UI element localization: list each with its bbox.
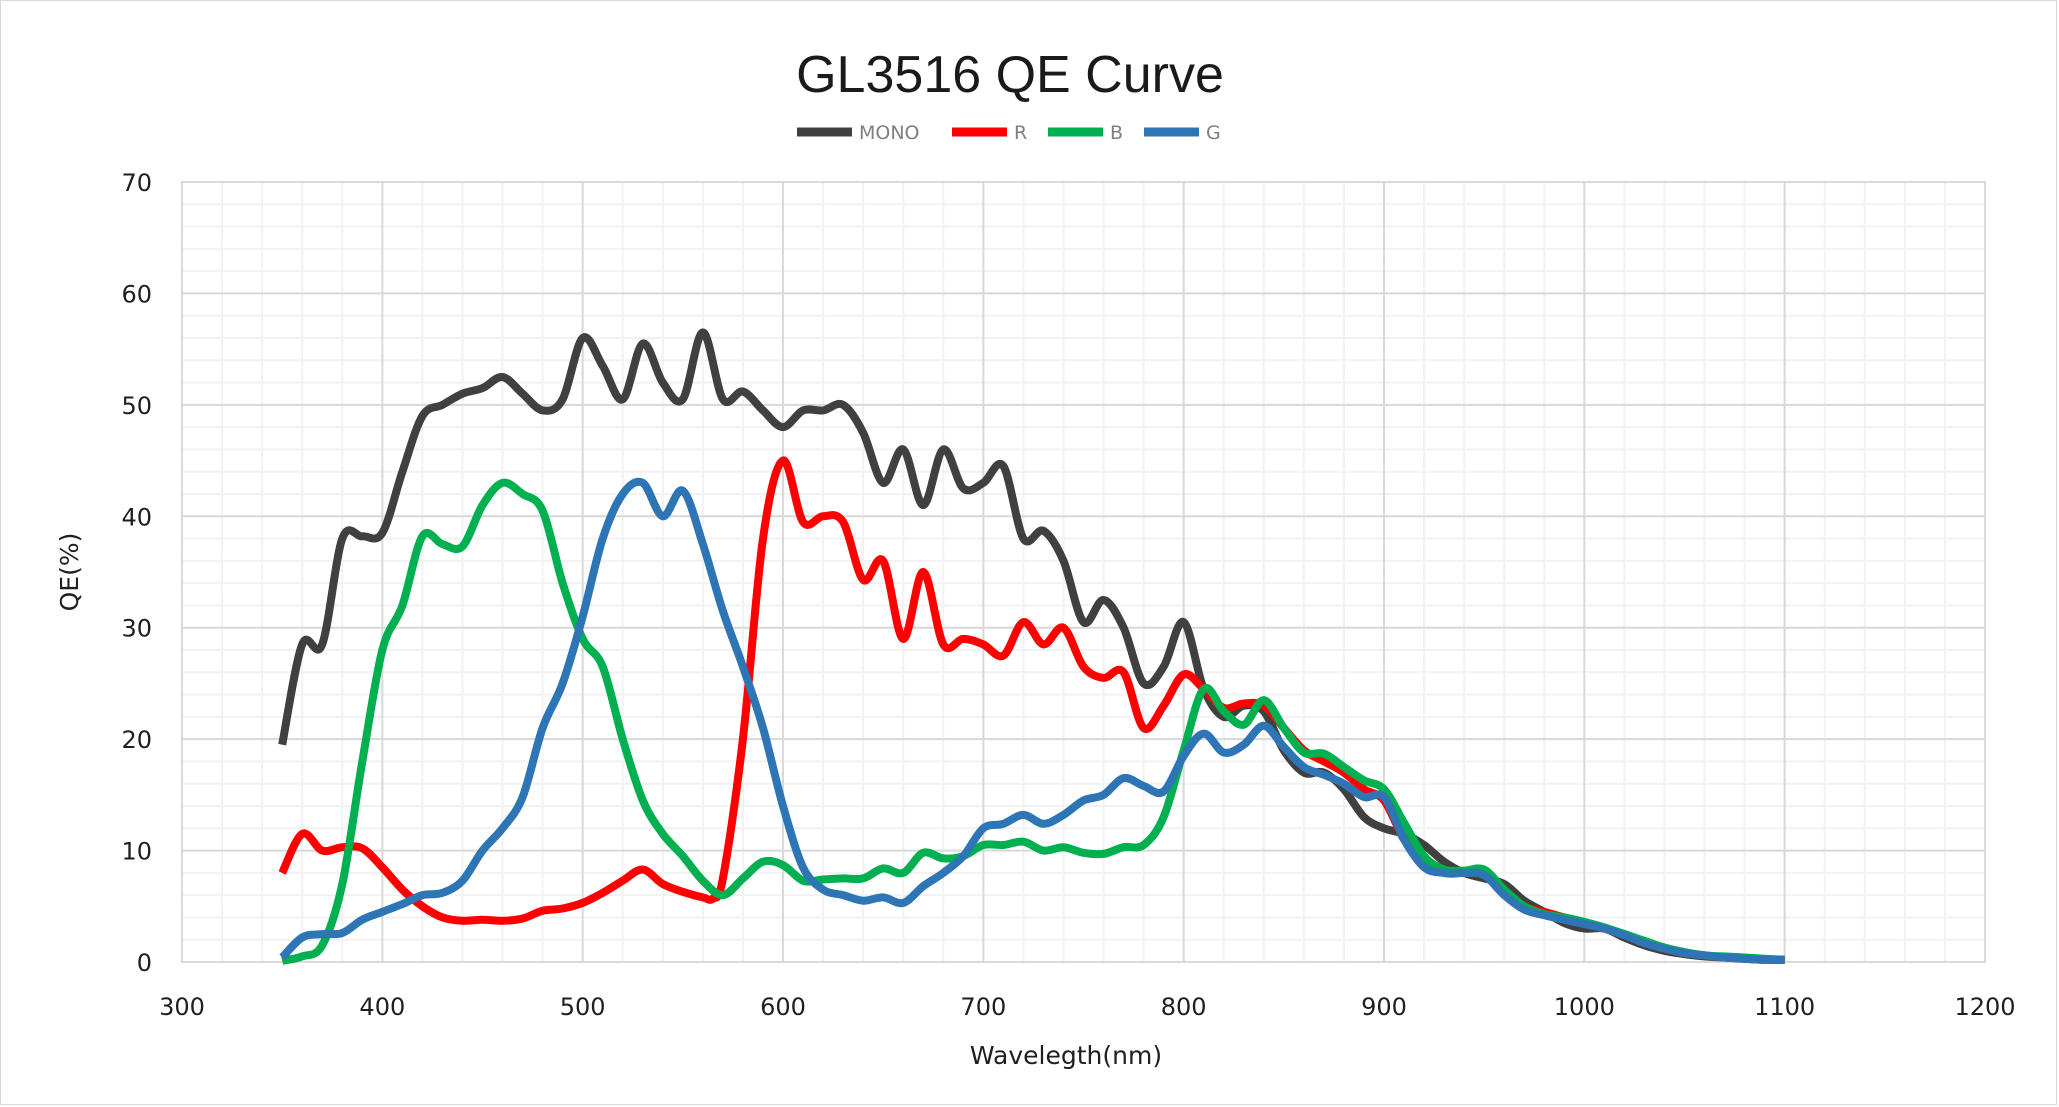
series-line-g: [279, 477, 1785, 964]
x-tick-label: 1100: [1754, 993, 1815, 1021]
x-tick-label: 300: [159, 993, 205, 1021]
legend-item-mono[interactable]: MONO: [797, 122, 920, 144]
x-tick-label: 700: [960, 993, 1006, 1021]
legend-label: R: [1014, 122, 1027, 144]
x-tick-label: 800: [1161, 993, 1207, 1021]
y-tick-label: 20: [121, 726, 152, 754]
chart-title: GL3516 QE Curve: [796, 46, 1224, 104]
x-axis-title: Wavelegth(nm): [970, 1041, 1162, 1070]
plot-area-border: [181, 181, 1986, 963]
legend: MONO R B G: [797, 122, 1221, 144]
y-tick-label: 60: [121, 280, 152, 308]
y-tick-label: 50: [121, 392, 152, 420]
legend-item-g[interactable]: G: [1144, 122, 1221, 144]
major-gridlines: [181, 181, 1986, 963]
series-layer: [278, 328, 1785, 965]
series-line-b: [281, 478, 1785, 965]
y-tick-label: 10: [121, 838, 152, 866]
legend-item-r[interactable]: R: [952, 122, 1027, 144]
y-tick-label: 40: [121, 503, 152, 531]
minor-gridlines: [181, 181, 1986, 963]
legend-item-b[interactable]: B: [1048, 122, 1123, 144]
y-tick-labels: 0 10 20 30 40 50 60 70: [121, 169, 152, 977]
x-tick-label: 500: [560, 993, 606, 1021]
legend-label: G: [1206, 122, 1221, 144]
y-tick-label: 30: [121, 615, 152, 643]
y-axis-title: QE(%): [55, 533, 84, 612]
x-tick-label: 1200: [1954, 993, 2015, 1021]
x-tick-label: 400: [359, 993, 405, 1021]
x-tick-label: 900: [1361, 993, 1407, 1021]
y-tick-label: 0: [137, 949, 152, 977]
y-tick-label: 70: [121, 169, 152, 197]
legend-label: MONO: [859, 122, 920, 144]
x-tick-label: 600: [760, 993, 806, 1021]
series-line-mono: [278, 328, 1785, 964]
legend-label: B: [1110, 122, 1123, 144]
x-tick-label: 1000: [1554, 993, 1615, 1021]
x-tick-labels: 300 400 500 600 700 800 900 1000 1100 1200: [159, 993, 2015, 1021]
